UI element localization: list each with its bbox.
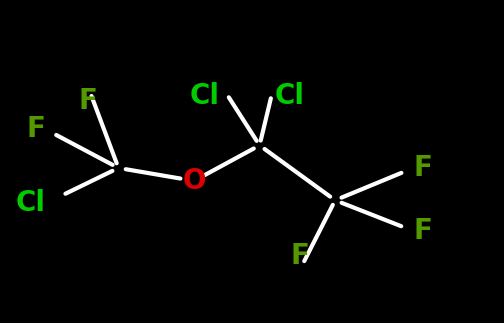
Text: O: O [182,167,206,195]
Text: Cl: Cl [15,190,45,217]
Text: F: F [413,154,432,182]
Text: Cl: Cl [189,82,219,110]
Text: F: F [290,242,309,270]
Text: F: F [27,115,45,143]
Text: F: F [79,87,98,115]
Text: Cl: Cl [275,82,305,110]
Text: F: F [413,217,432,245]
